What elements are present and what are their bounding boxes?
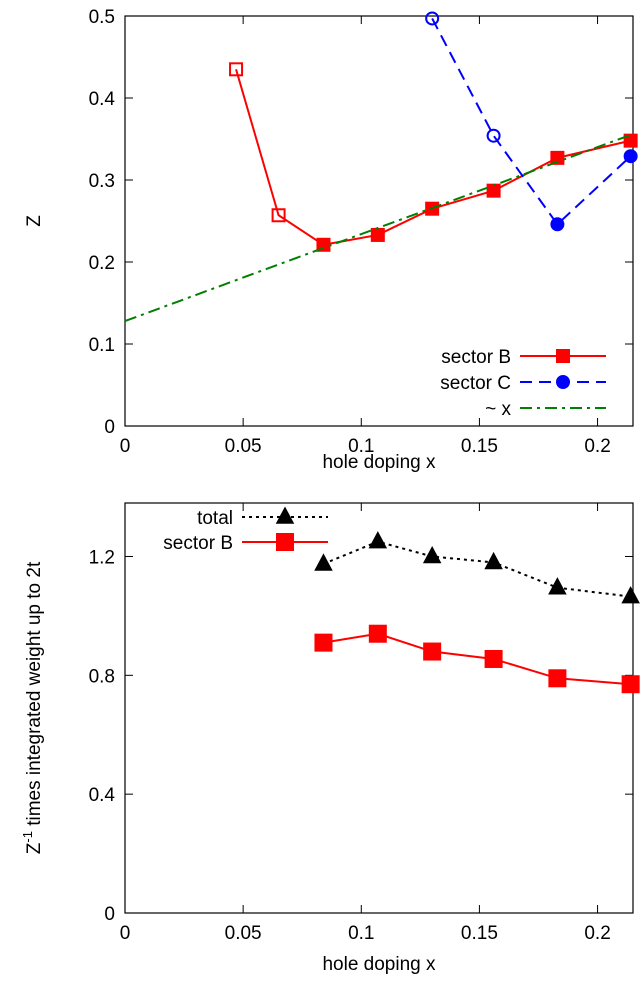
- bottom-y-axis-label-prefix: Z: [24, 842, 45, 854]
- top-series-0-point: [623, 133, 638, 148]
- bottom-plot-frame: [124, 502, 634, 914]
- top-y-tick-label: 0.2: [89, 253, 115, 274]
- bottom-series-1-point: [621, 675, 640, 694]
- bottom-y-axis-label: Z-1 times integrated weight up to 2t: [20, 561, 45, 854]
- bottom-series-0-point: [484, 551, 503, 570]
- bottom-series-line-1: [323, 632, 631, 686]
- bottom-y-tick-label: 0: [104, 904, 115, 925]
- top-x-tick-label: 0.1: [348, 436, 374, 457]
- bottom-series-1-point: [368, 624, 387, 643]
- bottom-series: [314, 531, 640, 694]
- top-legend-label: sector B: [441, 347, 511, 368]
- top-series-1-point: [623, 149, 638, 164]
- top-x-tick-label: 0: [120, 436, 131, 457]
- bottom-x-tick-label: 0.1: [348, 923, 374, 944]
- bottom-series-line-0: [323, 540, 631, 598]
- top-y-tick-label: 0: [104, 417, 115, 438]
- bottom-series-1-point: [314, 633, 333, 652]
- bottom-y-tick-label: 1.2: [89, 547, 115, 568]
- bottom-legend-swatch-marker: [275, 506, 295, 524]
- top-legend: sector B sector C ~ x: [440, 347, 606, 420]
- top-y-tick-label: 0.5: [89, 7, 115, 28]
- bottom-legend-label: total: [197, 508, 233, 529]
- top-series-1-point: [550, 217, 565, 232]
- bottom-ticks: 0 0.05 0.1 0.15 0.2 0 0.4 0.8 1.2: [89, 503, 633, 944]
- bottom-x-axis-label: hole doping x: [322, 954, 436, 975]
- top-x-tick-label: 0.2: [584, 436, 610, 457]
- top-series-line-0: [235, 69, 631, 246]
- top-x-tick-label: 0.05: [225, 436, 262, 457]
- bottom-series-1-point: [423, 642, 442, 661]
- bottom-y-tick-label: 0.4: [89, 785, 116, 806]
- top-legend-label: sector C: [440, 373, 511, 394]
- top-series-line-2: [124, 133, 634, 322]
- top-legend-label: ~ x: [485, 399, 511, 420]
- bottom-panel: 0 0.05 0.1 0.15 0.200.40.81.2 hole doping x …: [20, 502, 640, 975]
- top-x-tick-label: 0.15: [461, 436, 498, 457]
- top-series-0-point: [271, 208, 286, 223]
- top-series-0-point: [486, 183, 501, 198]
- bottom-series-0-point: [368, 531, 388, 549]
- bottom-y-axis-label-rest: times integrated weight up to 2t: [24, 561, 45, 831]
- bottom-legend: total sector B: [163, 506, 328, 554]
- top-series-0-point: [550, 150, 565, 165]
- top-y-axis-label: Z: [24, 215, 45, 227]
- bottom-x-tick-label: 0.2: [584, 923, 610, 944]
- top-y-tick-label: 0.3: [89, 171, 115, 192]
- top-y-tick-label: 0.1: [89, 335, 115, 356]
- top-series-line-1: [431, 17, 632, 226]
- top-series-1-point: [425, 11, 440, 26]
- top-x-axis-label: hole doping x: [322, 452, 436, 473]
- top-ticks: 0 0.05 0.1 0.15 0.2 0 0.1 0.2 0.3 0.4 0.5: [89, 7, 633, 457]
- bottom-series-0-point: [621, 586, 640, 604]
- top-panel: 0 0.05 0.1 0.15 0.2 0 0.1 0.2 0.3 0.4 0.5 hole dop…: [24, 7, 638, 473]
- bottom-series-1-point: [548, 669, 567, 688]
- bottom-series-0-point: [548, 577, 567, 595]
- top-legend-swatch-marker: [556, 349, 570, 363]
- top-series-0-point: [370, 227, 385, 242]
- top-series: [124, 11, 638, 322]
- bottom-legend-swatch-marker: [276, 533, 294, 551]
- top-y-tick-label: 0.4: [89, 89, 116, 110]
- bottom-x-tick-label: 0.15: [461, 923, 498, 944]
- bottom-legend-label: sector B: [163, 533, 233, 554]
- bottom-series-1-point: [484, 649, 503, 668]
- bottom-x-tick-label: 0.05: [225, 923, 262, 944]
- bottom-y-axis-label-sup: -1: [20, 831, 35, 843]
- bottom-series-0-point: [314, 553, 333, 571]
- bottom-x-tick-label: 0: [120, 923, 131, 944]
- top-series-1-point: [486, 128, 501, 143]
- top-plot-frame: [124, 15, 634, 427]
- top-series-0-point: [229, 62, 244, 77]
- bottom-series-0-point: [422, 545, 442, 564]
- top-legend-swatch-marker: [556, 375, 570, 389]
- bottom-y-tick-label: 0.8: [89, 666, 115, 687]
